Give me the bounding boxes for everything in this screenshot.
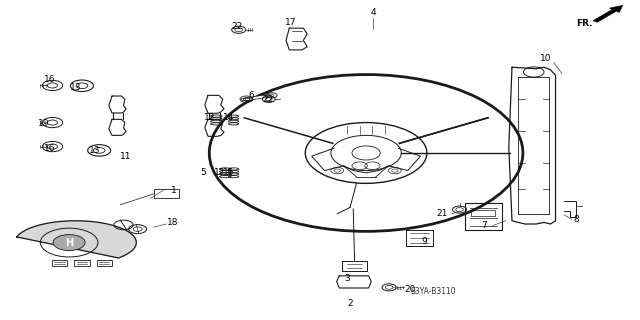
Polygon shape — [17, 221, 136, 258]
Text: 16: 16 — [44, 75, 56, 84]
Bar — [471, 210, 495, 216]
Text: 13: 13 — [89, 146, 100, 155]
Text: 18: 18 — [167, 218, 179, 227]
Text: S3YA-B3110: S3YA-B3110 — [411, 287, 456, 296]
Text: 1: 1 — [172, 186, 177, 195]
Text: 11: 11 — [120, 152, 131, 161]
Text: 10: 10 — [540, 54, 551, 63]
Text: 21: 21 — [436, 209, 447, 218]
Text: 4: 4 — [371, 8, 376, 17]
Text: 5: 5 — [201, 168, 206, 177]
Text: 3: 3 — [345, 274, 350, 283]
Text: 22: 22 — [262, 95, 273, 104]
Text: 19: 19 — [38, 119, 49, 128]
Text: H: H — [65, 237, 73, 248]
Text: 17: 17 — [285, 18, 297, 27]
Text: 12: 12 — [204, 113, 216, 122]
Bar — [154, 189, 179, 198]
Text: 16: 16 — [44, 144, 56, 153]
Bar — [241, 98, 252, 100]
Text: 8: 8 — [573, 215, 579, 224]
Text: 9: 9 — [422, 237, 427, 246]
Text: 6: 6 — [249, 91, 254, 100]
Bar — [52, 260, 67, 266]
Text: 14: 14 — [223, 113, 235, 122]
Text: FR.: FR. — [576, 19, 593, 28]
Bar — [97, 260, 112, 266]
Text: 7: 7 — [481, 221, 486, 230]
Text: 2: 2 — [348, 300, 353, 308]
Text: 15: 15 — [223, 168, 235, 177]
Text: 12: 12 — [214, 168, 225, 177]
Text: 13: 13 — [70, 83, 81, 92]
Text: 20: 20 — [404, 285, 415, 294]
Text: 22: 22 — [231, 22, 243, 31]
Bar — [74, 260, 90, 266]
Circle shape — [53, 235, 85, 251]
FancyArrow shape — [593, 5, 623, 22]
